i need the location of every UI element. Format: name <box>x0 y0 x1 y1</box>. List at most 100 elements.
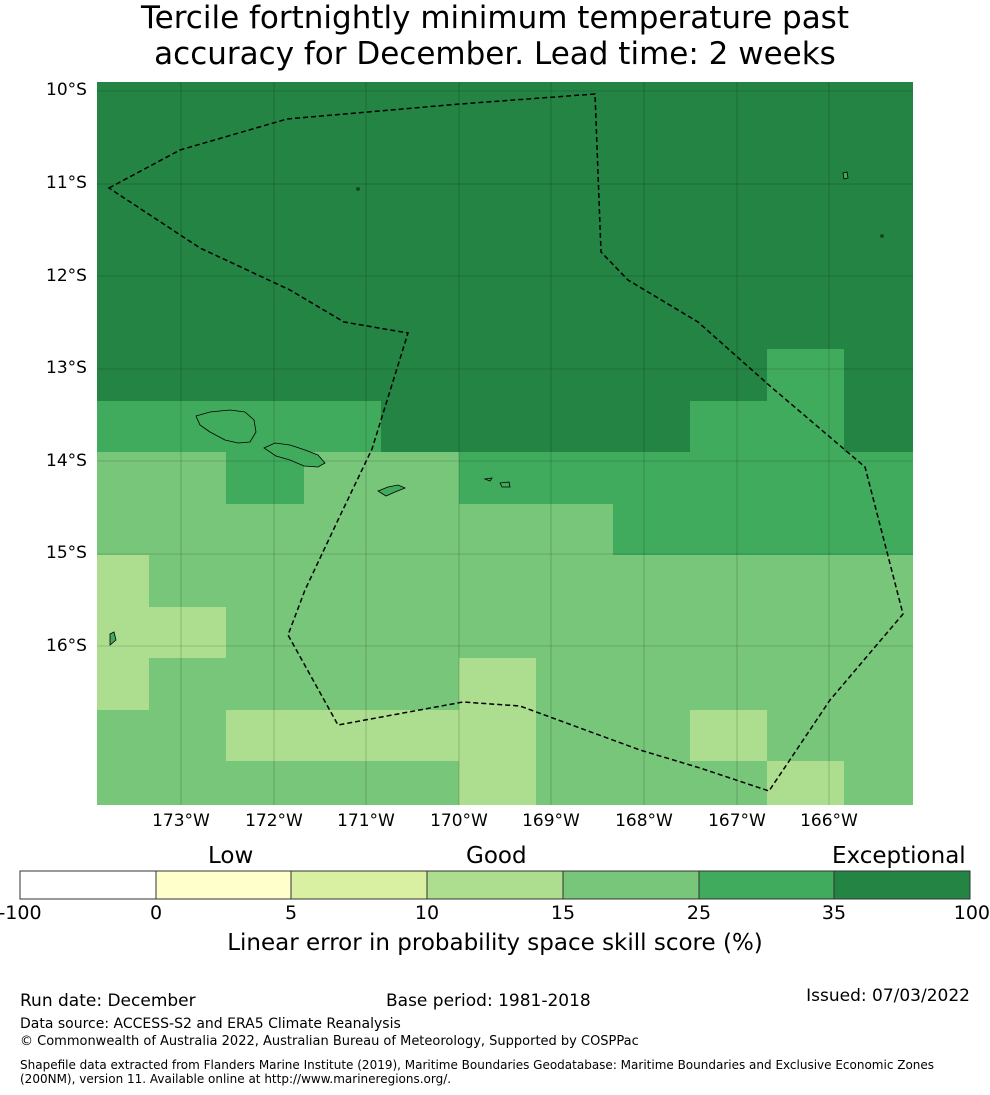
lon-label: 170°W <box>430 811 488 831</box>
skill-cell <box>844 658 913 710</box>
colorbar <box>19 870 971 900</box>
skill-cell <box>844 452 913 504</box>
eez-boundary <box>107 93 904 792</box>
skill-cell <box>149 607 226 658</box>
skill-grid-cells <box>97 82 913 805</box>
skill-cell <box>304 761 381 805</box>
skill-cell <box>459 452 536 504</box>
skill-cell <box>536 761 613 805</box>
skill-cell <box>97 452 149 504</box>
skill-cell <box>767 555 844 607</box>
tokelau-islet-b <box>880 234 884 238</box>
skill-cell <box>613 555 690 607</box>
colorbar-tick: 15 <box>550 902 576 924</box>
land-outlines <box>109 171 884 646</box>
colorbar-tick: 25 <box>686 902 712 924</box>
skill-cell <box>226 761 304 805</box>
wallis-islet <box>109 631 117 646</box>
data-source: Data source: ACCESS-S2 and ERA5 Climate … <box>20 1016 401 1032</box>
skill-cell <box>536 504 613 555</box>
skill-cell <box>459 504 536 555</box>
colorbar-segment <box>426 870 564 900</box>
lat-label: 12°S <box>46 266 87 286</box>
skill-cell <box>690 401 767 452</box>
skill-cell <box>844 761 913 805</box>
lon-label: 168°W <box>615 811 673 831</box>
skill-cell <box>613 504 690 555</box>
skill-cell <box>690 710 767 761</box>
skill-cell <box>97 761 149 805</box>
colorbar-tick: 35 <box>821 902 847 924</box>
tau-island <box>499 481 511 488</box>
skill-cell <box>613 658 690 710</box>
skill-cell <box>149 555 226 607</box>
skill-cell <box>459 401 536 452</box>
issued-date: Issued: 07/03/2022 <box>806 986 970 1006</box>
skill-cell <box>97 658 149 710</box>
colorbar-category-exceptional: Exceptional <box>832 843 966 869</box>
base-period: Base period: 1981-2018 <box>386 991 591 1011</box>
skill-cell <box>536 607 613 658</box>
lat-label: 13°S <box>46 358 87 378</box>
map-title: Tercile fortnightly minimum temperature … <box>0 0 990 72</box>
skill-cell <box>767 761 844 805</box>
colorbar-segment <box>155 870 292 900</box>
skill-cell <box>97 607 149 658</box>
skill-cell <box>149 504 226 555</box>
skill-cell <box>459 555 536 607</box>
skill-cell <box>844 401 913 452</box>
skill-cell <box>767 452 844 504</box>
skill-cell <box>844 504 913 555</box>
skill-cell <box>149 452 226 504</box>
lat-label: 15°S <box>46 543 87 563</box>
skill-cell <box>304 607 381 658</box>
skill-cell <box>304 658 381 710</box>
colorbar-category-low: Low <box>208 843 254 869</box>
skill-cell <box>767 401 844 452</box>
skill-cell <box>613 761 690 805</box>
skill-cell <box>226 710 304 761</box>
skill-cell <box>459 658 536 710</box>
skill-cell <box>381 452 459 504</box>
lat-label: 10°S <box>46 80 87 100</box>
skill-cell <box>149 658 226 710</box>
skill-cell <box>536 658 613 710</box>
colorbar-tick: 100 <box>953 902 990 924</box>
colorbar-tick: 10 <box>414 902 440 924</box>
skill-cell <box>613 401 690 452</box>
skill-cell <box>536 555 613 607</box>
title-line-1: Tercile fortnightly minimum temperature … <box>141 0 849 36</box>
skill-cell <box>613 452 690 504</box>
skill-cell <box>226 658 304 710</box>
colorbar-segment <box>19 870 157 900</box>
skill-cell <box>381 401 459 452</box>
skill-cell <box>767 504 844 555</box>
colorbar-segment <box>290 870 428 900</box>
skill-cell <box>381 761 459 805</box>
title-line-2: accuracy for December. Lead time: 2 week… <box>154 36 836 72</box>
skill-cell <box>844 555 913 607</box>
skill-cell <box>459 710 536 761</box>
skill-cell <box>844 710 913 761</box>
colorbar-label: Linear error in probability space skill … <box>227 930 763 956</box>
tutuila-island <box>377 484 407 497</box>
skill-cell <box>536 452 613 504</box>
lon-label: 167°W <box>708 811 766 831</box>
skill-cell <box>226 504 304 555</box>
upolu-island <box>263 442 326 468</box>
lat-label: 14°S <box>46 451 87 471</box>
colorbar-segment <box>833 870 971 900</box>
skill-cell <box>690 761 767 805</box>
skill-cell <box>767 607 844 658</box>
shapefile-credit: Shapefile data extracted from Flanders M… <box>20 1058 935 1086</box>
skill-cell <box>149 710 226 761</box>
colorbar-category-good: Good <box>466 843 527 869</box>
skill-cell <box>381 710 459 761</box>
skill-cell <box>304 710 381 761</box>
skill-cell <box>97 710 149 761</box>
skill-cell <box>97 555 149 607</box>
lon-label: 166°W <box>800 811 858 831</box>
skill-cell <box>690 607 767 658</box>
skill-cell <box>97 401 149 452</box>
lon-label: 172°W <box>245 811 303 831</box>
